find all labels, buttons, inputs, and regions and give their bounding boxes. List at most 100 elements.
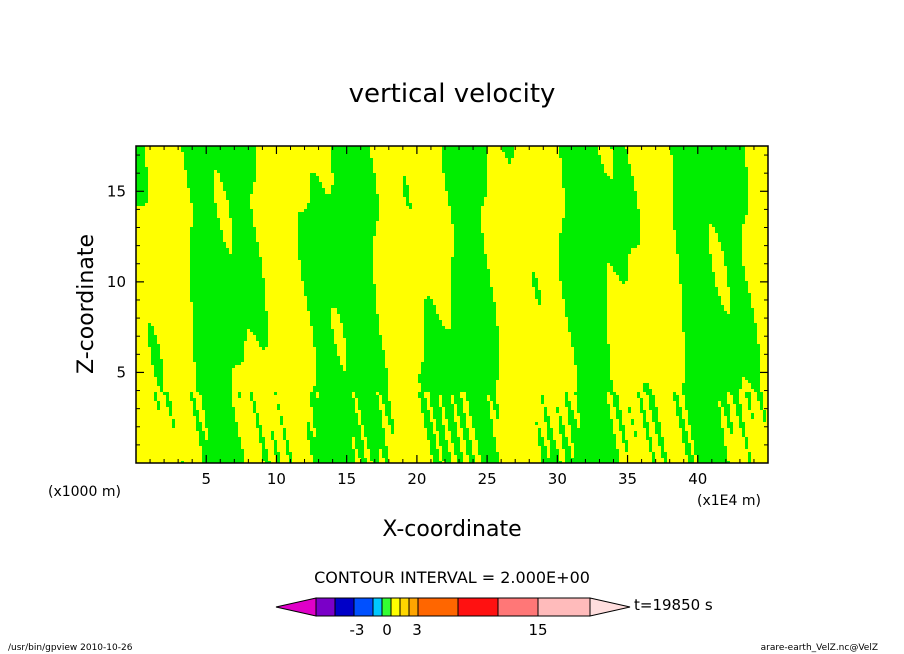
negative-region — [451, 206, 481, 209]
negative-region — [274, 440, 277, 443]
negative-region — [220, 176, 256, 179]
negative-region — [565, 392, 568, 395]
negative-region — [745, 446, 748, 449]
negative-region — [679, 260, 712, 263]
negative-region — [658, 434, 661, 437]
negative-region — [331, 155, 370, 158]
negative-region — [424, 326, 445, 329]
negative-region — [451, 209, 481, 212]
negative-region — [454, 242, 484, 245]
negative-region — [571, 344, 610, 347]
negative-region — [676, 248, 709, 251]
negative-region — [628, 407, 631, 410]
negative-region — [331, 167, 373, 170]
negative-region — [751, 383, 760, 386]
negative-region — [682, 323, 757, 326]
negative-region — [685, 368, 760, 371]
negative-region — [577, 374, 610, 377]
negative-region — [655, 428, 661, 431]
negative-region — [679, 269, 712, 272]
negative-region — [691, 437, 724, 440]
negative-region — [559, 239, 640, 242]
negative-region — [625, 446, 628, 449]
negative-region — [673, 221, 745, 224]
negative-region — [748, 401, 751, 404]
negative-region — [676, 407, 682, 410]
negative-region — [640, 407, 643, 410]
negative-region — [763, 416, 766, 419]
negative-region — [682, 326, 757, 329]
negative-region — [391, 425, 394, 428]
negative-region — [742, 431, 745, 434]
negative-region — [649, 446, 652, 449]
negative-region — [496, 413, 499, 416]
negative-region — [673, 227, 709, 230]
negative-region — [748, 461, 751, 463]
negative-region — [559, 245, 637, 248]
negative-region — [679, 416, 682, 419]
negative-region — [424, 413, 430, 416]
negative-region — [451, 284, 490, 287]
negative-region — [688, 413, 721, 416]
negative-region — [451, 260, 487, 263]
x-axis-label: X-coordinate — [382, 517, 521, 542]
negative-region — [574, 350, 610, 353]
negative-region — [685, 344, 760, 347]
negative-region — [136, 179, 148, 182]
negative-region — [538, 437, 544, 440]
negative-region — [577, 398, 607, 401]
negative-region — [493, 407, 499, 410]
negative-region — [154, 371, 163, 374]
negative-region — [190, 242, 226, 245]
negative-region — [190, 257, 262, 260]
colorbar-segment — [417, 597, 459, 617]
negative-region — [193, 302, 265, 305]
negative-region — [682, 329, 757, 332]
negative-region — [673, 218, 745, 221]
negative-region — [382, 452, 388, 455]
negative-region — [331, 185, 376, 188]
negative-region — [148, 329, 154, 332]
negative-region — [454, 251, 484, 254]
negative-region — [496, 416, 499, 419]
negative-region — [151, 350, 160, 353]
negative-region — [724, 410, 730, 413]
negative-region — [559, 152, 598, 155]
negative-region — [568, 416, 574, 419]
negative-region — [193, 305, 265, 308]
negative-region — [469, 455, 475, 458]
negative-region — [232, 251, 259, 254]
x-tick-label: 25 — [478, 470, 497, 488]
negative-region — [343, 332, 379, 335]
negative-region — [676, 413, 682, 416]
negative-region — [298, 248, 373, 251]
negative-region — [148, 341, 157, 344]
negative-region — [277, 461, 280, 463]
negative-region — [355, 395, 379, 398]
negative-region — [382, 449, 388, 452]
negative-region — [577, 404, 610, 407]
negative-region — [538, 299, 541, 302]
negative-region — [454, 449, 460, 452]
negative-region — [403, 179, 406, 182]
negative-region — [673, 224, 709, 227]
negative-region — [232, 224, 253, 227]
negative-region — [424, 347, 499, 350]
plot-frame — [135, 145, 769, 464]
negative-region — [316, 353, 337, 356]
negative-region — [565, 191, 637, 194]
negative-region — [445, 407, 454, 410]
negative-region — [193, 344, 244, 347]
negative-region — [673, 176, 748, 179]
negative-region — [451, 326, 499, 329]
negative-region — [613, 398, 619, 401]
negative-region — [694, 452, 727, 455]
negative-region — [562, 179, 634, 182]
negative-region — [310, 440, 352, 443]
negative-region — [679, 272, 715, 275]
negative-region — [550, 440, 556, 443]
negative-region — [232, 242, 259, 245]
negative-region — [682, 440, 688, 443]
negative-region — [193, 212, 217, 215]
negative-region — [427, 428, 433, 431]
